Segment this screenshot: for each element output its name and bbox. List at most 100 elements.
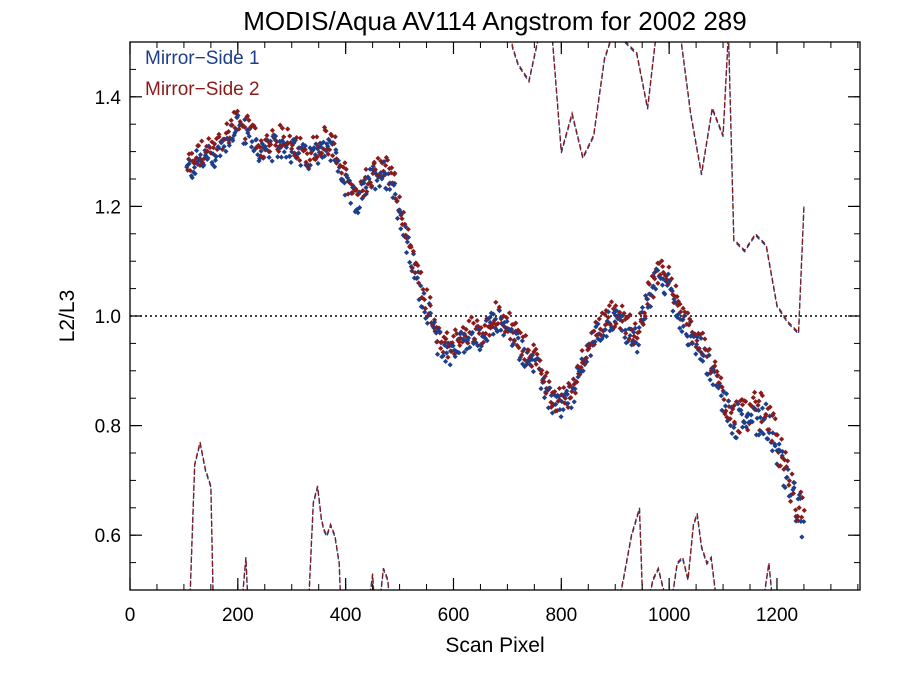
data-point-mirror-side-1 bbox=[519, 338, 525, 344]
data-point-mirror-side-2 bbox=[257, 144, 263, 150]
data-point-mirror-side-1 bbox=[288, 159, 294, 165]
data-point-mirror-side-2 bbox=[731, 402, 737, 409]
data-point-mirror-side-1 bbox=[450, 343, 456, 349]
data-point-mirror-side-2 bbox=[355, 191, 362, 197]
data-point-mirror-side-1 bbox=[588, 353, 594, 359]
data-point-mirror-side-2 bbox=[670, 292, 676, 298]
data-point-mirror-side-2 bbox=[317, 152, 323, 158]
data-point-mirror-side-2 bbox=[438, 345, 444, 351]
data-point-mirror-side-1 bbox=[760, 431, 767, 437]
data-point-mirror-side-1 bbox=[571, 399, 577, 405]
data-point-mirror-side-1 bbox=[475, 343, 481, 349]
data-point-mirror-side-1 bbox=[464, 338, 471, 344]
data-point-mirror-side-1 bbox=[718, 393, 724, 399]
data-point-mirror-side-2 bbox=[603, 307, 609, 314]
data-point-mirror-side-1 bbox=[444, 350, 450, 356]
data-point-mirror-side-1 bbox=[416, 297, 422, 303]
data-point-mirror-side-2 bbox=[427, 294, 433, 300]
data-point-mirror-side-2 bbox=[342, 160, 348, 166]
data-point-mirror-side-1 bbox=[335, 168, 341, 175]
data-point-mirror-side-1 bbox=[242, 117, 248, 123]
data-point-mirror-side-1 bbox=[435, 327, 442, 333]
data-point-mirror-side-2 bbox=[684, 321, 690, 327]
x-tick-label: 800 bbox=[545, 605, 577, 626]
data-point-mirror-side-2 bbox=[486, 332, 493, 338]
data-point-mirror-side-1 bbox=[267, 138, 274, 144]
data-point-mirror-side-2 bbox=[389, 165, 395, 171]
data-point-mirror-side-1 bbox=[664, 282, 670, 289]
data-point-mirror-side-2 bbox=[702, 336, 708, 342]
data-point-mirror-side-2 bbox=[583, 355, 590, 361]
data-point-mirror-side-1 bbox=[457, 331, 463, 337]
data-point-mirror-side-2 bbox=[659, 258, 665, 264]
y-tick-label: 0.8 bbox=[95, 417, 121, 438]
dashed-line-mirror-side-1 bbox=[620, 509, 643, 590]
data-point-mirror-side-1 bbox=[615, 315, 621, 322]
data-point-mirror-side-1 bbox=[385, 171, 391, 177]
data-point-mirror-side-1 bbox=[564, 391, 571, 397]
data-point-mirror-side-2 bbox=[766, 426, 772, 433]
data-point-mirror-side-2 bbox=[716, 380, 723, 386]
data-point-mirror-side-2 bbox=[782, 449, 789, 455]
data-point-mirror-side-1 bbox=[456, 350, 462, 356]
data-point-mirror-side-1 bbox=[398, 226, 404, 232]
data-point-mirror-side-2 bbox=[446, 343, 452, 349]
data-point-mirror-side-1 bbox=[509, 342, 515, 349]
data-point-mirror-side-1 bbox=[515, 335, 521, 341]
data-point-mirror-side-1 bbox=[694, 334, 700, 340]
data-point-mirror-side-2 bbox=[424, 287, 430, 293]
data-point-mirror-side-2 bbox=[304, 150, 310, 157]
data-point-mirror-side-1 bbox=[490, 331, 496, 337]
data-point-mirror-side-1 bbox=[272, 137, 278, 143]
data-point-mirror-side-1 bbox=[490, 311, 497, 317]
data-point-mirror-side-2 bbox=[427, 302, 433, 309]
data-point-mirror-side-2 bbox=[631, 333, 637, 339]
data-point-mirror-side-1 bbox=[744, 414, 750, 420]
data-point-mirror-side-1 bbox=[698, 335, 704, 341]
data-point-mirror-side-1 bbox=[320, 139, 327, 145]
data-point-mirror-side-1 bbox=[279, 137, 285, 144]
data-point-mirror-side-1 bbox=[447, 362, 453, 368]
data-point-mirror-side-1 bbox=[248, 144, 255, 150]
data-point-mirror-side-1 bbox=[266, 154, 272, 161]
data-point-mirror-side-1 bbox=[672, 300, 679, 306]
data-point-mirror-side-1 bbox=[465, 335, 472, 341]
data-point-mirror-side-1 bbox=[622, 334, 628, 341]
data-point-mirror-side-2 bbox=[329, 133, 335, 139]
axis-ticks: 0 200 400 600 800 1000 1200 0.6 0.8 1.0 1.2 1.4 bbox=[95, 42, 860, 626]
data-point-mirror-side-1 bbox=[455, 336, 462, 342]
data-point-mirror-side-1 bbox=[452, 353, 458, 360]
data-point-mirror-side-2 bbox=[755, 402, 761, 408]
data-point-mirror-side-2 bbox=[531, 342, 537, 348]
data-point-mirror-side-2 bbox=[706, 346, 713, 352]
data-point-mirror-side-2 bbox=[730, 406, 736, 412]
data-point-mirror-side-2 bbox=[548, 399, 554, 405]
data-point-mirror-side-1 bbox=[677, 325, 683, 331]
data-point-mirror-side-2 bbox=[463, 326, 469, 333]
data-point-mirror-side-1 bbox=[524, 361, 530, 368]
data-point-mirror-side-1 bbox=[201, 162, 207, 168]
data-point-mirror-side-1 bbox=[592, 339, 598, 345]
data-point-mirror-side-1 bbox=[504, 318, 510, 325]
data-point-mirror-side-1 bbox=[253, 136, 259, 143]
data-point-mirror-side-2 bbox=[206, 136, 212, 142]
data-point-mirror-side-2 bbox=[432, 328, 438, 334]
data-point-mirror-side-2 bbox=[623, 330, 629, 336]
data-point-mirror-side-2 bbox=[605, 314, 611, 320]
data-point-mirror-side-1 bbox=[676, 311, 682, 317]
data-point-mirror-side-1 bbox=[721, 389, 727, 395]
data-point-mirror-side-1 bbox=[213, 153, 219, 160]
y-tick-label: 1.2 bbox=[95, 197, 121, 218]
data-point-mirror-side-2 bbox=[244, 113, 251, 119]
data-point-mirror-side-2 bbox=[384, 157, 391, 163]
data-point-mirror-side-1 bbox=[520, 361, 526, 367]
data-point-mirror-side-1 bbox=[342, 192, 348, 198]
data-point-mirror-side-1 bbox=[319, 154, 325, 160]
data-point-mirror-side-2 bbox=[457, 342, 463, 348]
data-point-mirror-side-2 bbox=[790, 490, 797, 496]
data-point-mirror-side-2 bbox=[728, 410, 734, 416]
data-point-mirror-side-2 bbox=[652, 276, 658, 282]
data-point-mirror-side-2 bbox=[695, 330, 702, 337]
data-point-mirror-side-2 bbox=[779, 436, 785, 442]
data-point-mirror-side-2 bbox=[496, 304, 502, 310]
